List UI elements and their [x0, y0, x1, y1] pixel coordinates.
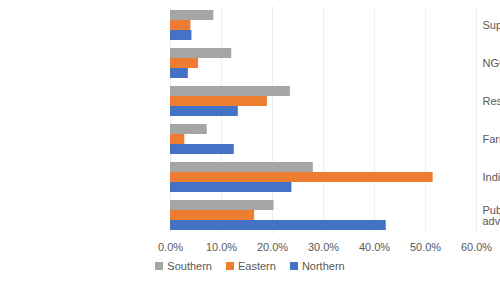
- svg-text:10.0%: 10.0%: [206, 241, 237, 253]
- html-text:Northern: Northern: [301, 260, 345, 272]
- html-text:Southern: Southern: [167, 260, 212, 272]
- svg-text:Farmer's organisation: Farmer's organisation: [483, 133, 500, 145]
- svg-text:NGO/ charity etc.: NGO/ charity etc.: [483, 57, 500, 69]
- svg-text:60.0%: 60.0%: [461, 241, 492, 253]
- svg-text:Research institution: Research institution: [483, 95, 500, 107]
- svg-text:0.0%: 0.0%: [158, 241, 183, 253]
- svg-text:30.0%: 30.0%: [308, 241, 339, 253]
- html-text:Eastern: Eastern: [238, 260, 276, 272]
- svg-text:40.0%: 40.0%: [359, 241, 390, 253]
- svg-text:Individual farmer: Individual farmer: [483, 171, 500, 183]
- svg-text:Public/ private extension orad: Public/ private extension oradvisory ser…: [483, 204, 500, 227]
- svg-text:Supply chain company: Supply chain company: [483, 19, 500, 31]
- svg-text:20.0%: 20.0%: [257, 241, 288, 253]
- svg-text:50.0%: 50.0%: [410, 241, 441, 253]
